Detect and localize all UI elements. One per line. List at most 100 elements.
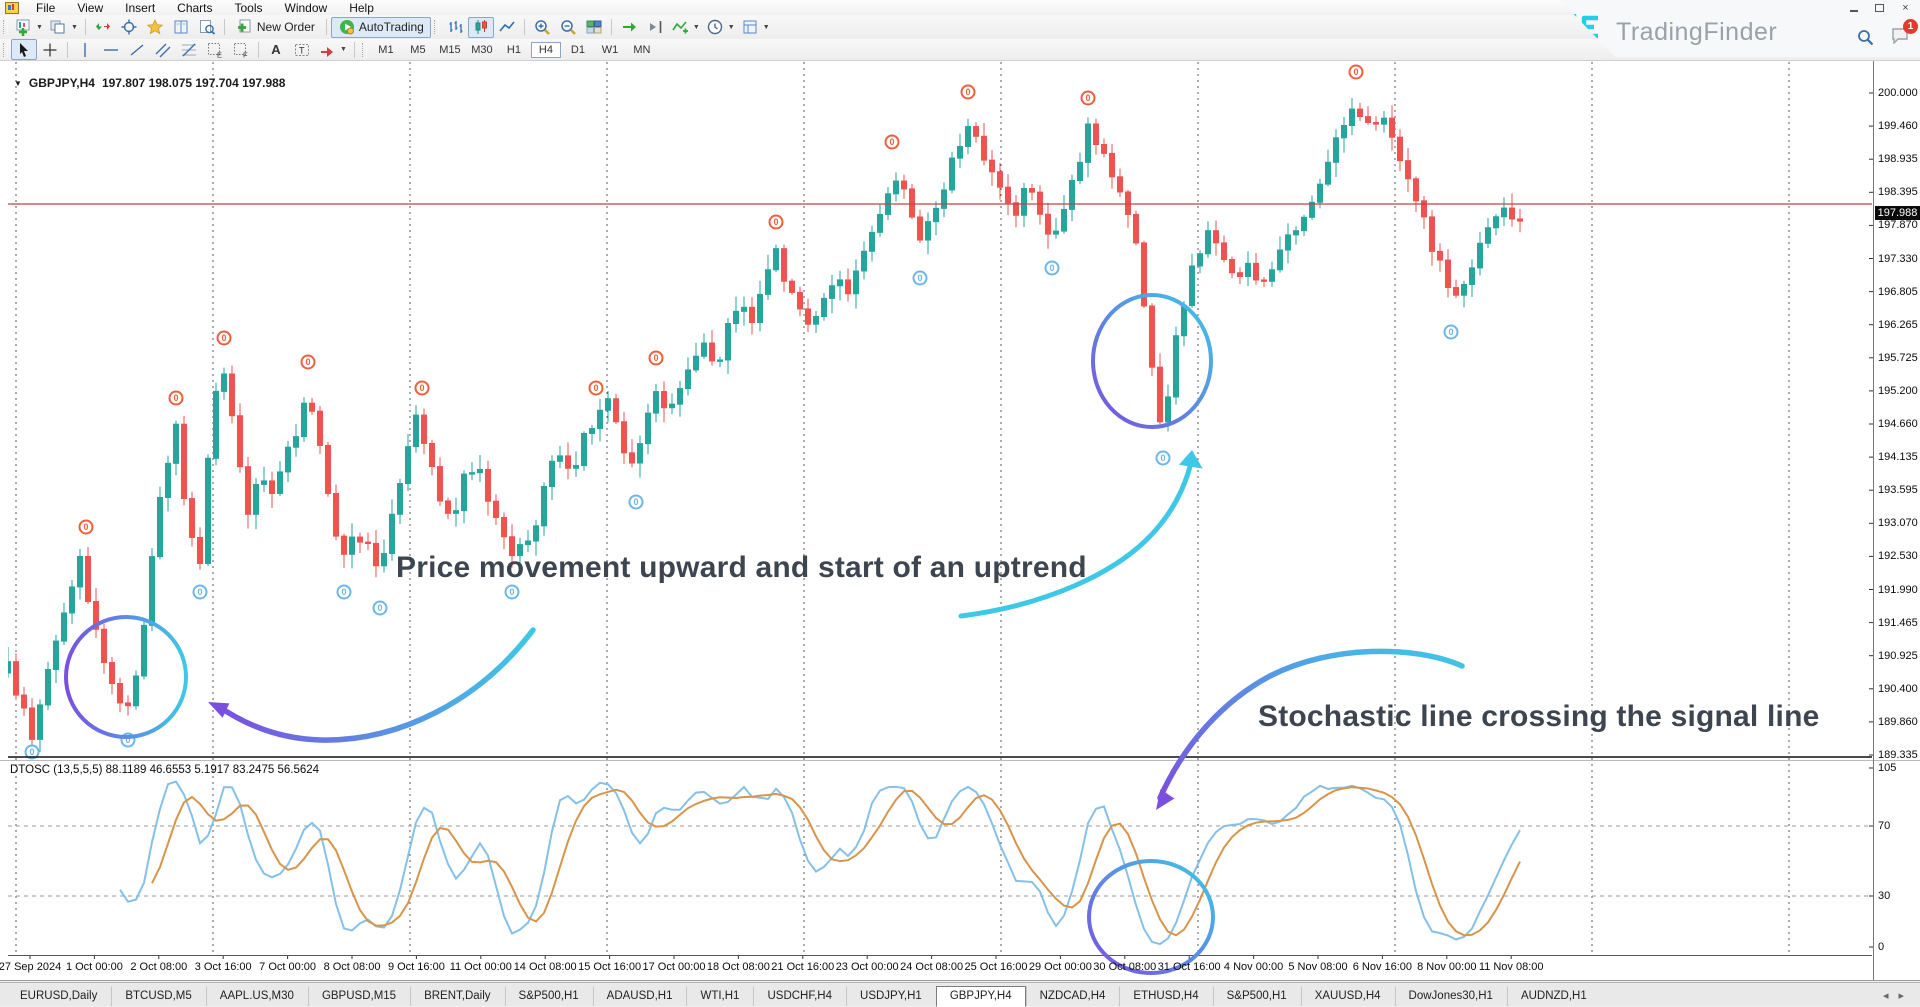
timeframe-h4[interactable]: H4	[530, 41, 561, 58]
svg-text:0: 0	[1049, 263, 1054, 273]
candlestick-mode-button[interactable]	[467, 16, 494, 38]
timeframe-d1[interactable]: D1	[570, 43, 585, 56]
grid-e-tool-button[interactable]: E	[202, 39, 228, 60]
timeframe-h1[interactable]: H1	[506, 43, 521, 56]
timeframe-mn[interactable]: MN	[633, 43, 651, 56]
chart-tab[interactable]: ADAUSD,H1	[592, 986, 687, 1006]
chart-tab[interactable]: ETHUSD,H4	[1119, 986, 1212, 1006]
chart-tab[interactable]: XAUUSD,H4	[1300, 986, 1395, 1006]
favorites-button[interactable]	[142, 17, 168, 38]
time-axis-label: 27 Sep 2024	[0, 961, 62, 973]
timeframe-m15[interactable]: M15	[439, 43, 461, 56]
chart-shift-button[interactable]	[642, 17, 668, 38]
close-button[interactable]: ×	[1902, 2, 1909, 14]
menu-file[interactable]: File	[36, 0, 56, 15]
tile-windows-button[interactable]	[581, 17, 607, 38]
svg-text:0: 0	[83, 522, 88, 532]
timeframe-m5[interactable]: M5	[410, 43, 426, 56]
fibonacci-tool-button[interactable]	[176, 39, 202, 60]
timeframe-m1[interactable]: M1	[378, 43, 394, 56]
svg-text:0: 0	[173, 393, 178, 403]
toolbar-separator	[223, 19, 225, 35]
drawing-toolbar: E F A T ▼ M1 M5 M15 M30 H1 H4 D1 W1 MN	[0, 39, 1920, 61]
navigator-book-icon	[174, 20, 188, 34]
indicator-level-label: 0	[1878, 941, 1885, 953]
toolbar-separator	[610, 19, 612, 35]
crosshair-tool-button[interactable]	[37, 39, 63, 60]
current-price-box: 197.988	[1875, 206, 1920, 220]
autotrading-button[interactable]: AutoTrading	[330, 16, 431, 38]
zoom-in-button[interactable]	[529, 17, 555, 38]
channel-tool-button[interactable]	[150, 39, 176, 60]
timeframe-m30[interactable]: M30	[471, 43, 493, 56]
data-window-crosshair-button[interactable]	[116, 17, 142, 38]
text-label-tool-button[interactable]: T	[289, 39, 315, 60]
bar-chart-mode-button[interactable]	[442, 17, 468, 38]
search-icon[interactable]	[1857, 29, 1874, 46]
tab-scroll-arrows[interactable]: ◂▸	[1882, 990, 1914, 1002]
menu-view[interactable]: View	[77, 0, 104, 15]
arrowhead	[208, 702, 230, 718]
stochastic-signal-line	[151, 786, 1521, 937]
chart-tab[interactable]: BRENT,Daily	[410, 986, 504, 1006]
chart-tab[interactable]: DowJones30,H1	[1394, 986, 1507, 1006]
menu-window[interactable]: Window	[284, 0, 328, 15]
new-chart-button[interactable]: ▼	[11, 17, 46, 38]
horizontal-line-tool-button[interactable]	[98, 39, 124, 60]
chart-tab[interactable]: GBPJPY,H4	[935, 986, 1026, 1007]
templates-button[interactable]: ▼	[738, 17, 773, 38]
menu-insert[interactable]: Insert	[125, 0, 156, 15]
restore-button[interactable]	[1871, 2, 1888, 14]
star-icon	[146, 19, 164, 35]
navigator-button[interactable]	[168, 17, 194, 38]
menu-charts[interactable]: Charts	[177, 0, 213, 15]
chart-tab[interactable]: AAPL.US,M30	[205, 986, 308, 1006]
chart-tab[interactable]: NZDCAD,H4	[1025, 986, 1120, 1006]
new-order-label: New Order	[256, 20, 315, 34]
chart-tab[interactable]: GBPUSD,M15	[307, 986, 410, 1006]
arrow-shape-icon	[321, 46, 333, 57]
trendline-tool-button[interactable]	[124, 39, 150, 60]
tradingfinder-watermark: × TradingFinder 1	[1560, 0, 1920, 57]
timeframe-w1[interactable]: W1	[601, 43, 619, 56]
profiles-icon	[50, 20, 65, 34]
grid-f-tool-button[interactable]: F	[228, 39, 254, 60]
chart-title-collapse-icon[interactable]: ▼	[14, 78, 22, 88]
auto-scroll-button[interactable]	[616, 17, 642, 38]
crosshair-icon	[121, 19, 137, 35]
chart-tab[interactable]: S&P500,H1	[1212, 986, 1301, 1006]
market-watch-button[interactable]	[90, 17, 116, 38]
svg-text:0: 0	[917, 273, 922, 283]
chat-button[interactable]: 1	[1890, 19, 1918, 49]
cursor-tool-button[interactable]	[11, 39, 37, 60]
data-window-button[interactable]	[194, 17, 220, 38]
chart-tab[interactable]: BTCUSD,M5	[111, 986, 205, 1006]
menu-tools[interactable]: Tools	[234, 0, 263, 15]
menu-help[interactable]: Help	[349, 0, 374, 15]
svg-text:0: 0	[29, 747, 34, 757]
vertical-line-tool-button[interactable]	[72, 39, 98, 60]
text-tool-button[interactable]: A	[263, 39, 289, 60]
signal-markers-layer: 0 0 0 0 0 0 0 0 0 0 0 0 0 0 0 0 0 0 0 0 0 0 0	[24, 64, 1459, 760]
chart-tab[interactable]: S&P500,H1	[504, 986, 593, 1006]
chart-tab[interactable]: WTI,H1	[686, 986, 753, 1006]
market-watch-icon	[95, 23, 110, 30]
profiles-button[interactable]: ▼	[46, 17, 81, 38]
periods-button[interactable]: ▼	[703, 17, 738, 38]
price-axis-label: 191.990	[1878, 583, 1918, 596]
drawn-annotations[interactable]	[64, 293, 1465, 975]
price-axis-label: 197.330	[1878, 252, 1918, 265]
indicators-button[interactable]: ▼	[668, 17, 703, 38]
chart-tab[interactable]: USDJPY,H1	[846, 986, 936, 1006]
chart-tab[interactable]: EURUSD,Daily	[20, 990, 98, 1002]
chart-tab[interactable]: AUDNZD,H1	[1506, 986, 1601, 1006]
zoom-out-button[interactable]	[555, 17, 581, 38]
line-chart-icon	[499, 21, 515, 32]
new-order-button[interactable]: New Order	[229, 17, 322, 38]
time-axis-label: 6 Nov 16:00	[1352, 961, 1413, 973]
line-chart-mode-button[interactable]	[494, 17, 520, 38]
minimize-button[interactable]	[1845, 2, 1862, 14]
chart-tab[interactable]: USDCHF,H4	[753, 986, 846, 1006]
arrows-tool-button[interactable]: ▼	[315, 39, 350, 60]
